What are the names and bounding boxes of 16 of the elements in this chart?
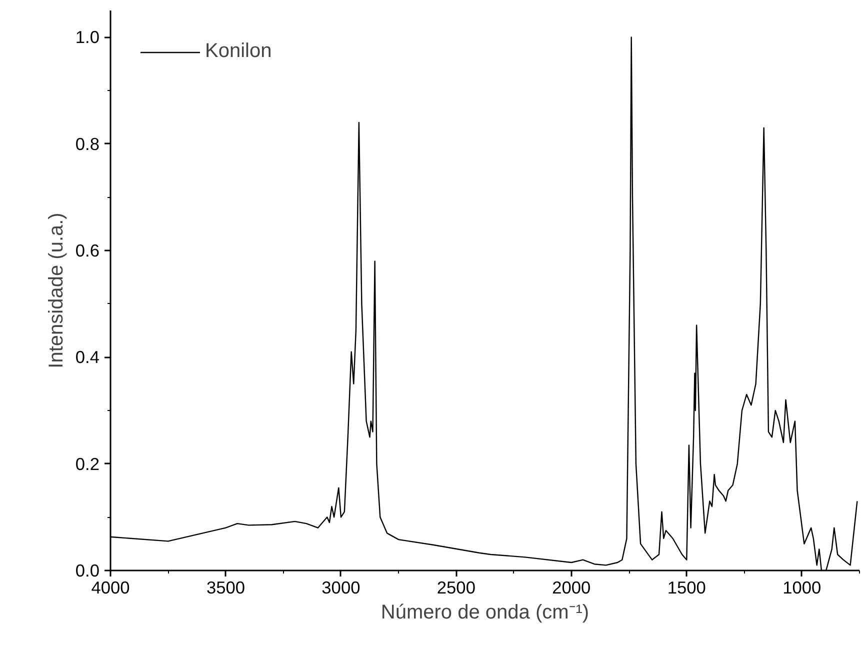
legend-label: Konilon <box>205 40 272 63</box>
x-tick-label: 3500 <box>206 578 246 598</box>
y-tick-label: 0.4 <box>75 347 100 368</box>
y-tick-label: 1.0 <box>75 27 100 48</box>
x-axis-title: Número de onda (cm⁻¹) <box>380 602 590 624</box>
x-tick-label: 1500 <box>667 578 706 598</box>
y-tick-label: 0.8 <box>75 134 100 154</box>
y-axis-title: Intensidade (u.a.) <box>45 212 68 368</box>
x-tick-label: 3000 <box>322 578 360 598</box>
x-tick-label: 1000 <box>782 578 822 598</box>
x-tick-label: 2500 <box>436 578 476 598</box>
y-tick-label: 0.6 <box>75 240 100 260</box>
y-tick-label: 0.0 <box>75 560 100 580</box>
x-tick-label: 4000 <box>91 578 130 598</box>
x-tick-label: 2000 <box>552 578 591 598</box>
y-tick-label: 0.2 <box>75 454 100 474</box>
